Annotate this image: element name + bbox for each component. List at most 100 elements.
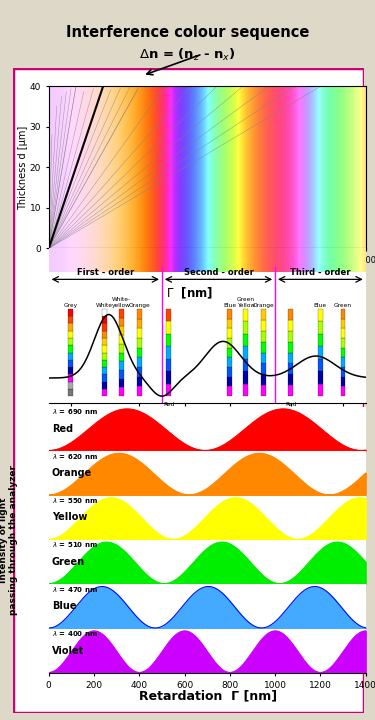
Bar — [227, 367, 232, 377]
Bar — [76, 245, 77, 272]
Bar — [230, 245, 231, 272]
Bar — [318, 384, 323, 396]
Bar — [332, 245, 333, 272]
Bar — [327, 245, 328, 272]
Bar — [158, 245, 159, 272]
Bar — [61, 245, 62, 272]
Bar — [50, 245, 51, 272]
Bar — [87, 245, 88, 272]
Bar — [253, 245, 254, 272]
Text: $\lambda$ = 620 nm: $\lambda$ = 620 nm — [52, 451, 98, 461]
Bar — [227, 328, 232, 338]
Bar — [299, 245, 300, 272]
Bar — [153, 245, 154, 272]
Bar — [340, 328, 345, 338]
Bar — [166, 372, 171, 384]
Bar — [272, 245, 273, 272]
Bar — [279, 245, 280, 272]
Bar — [336, 245, 337, 272]
Bar — [227, 377, 232, 387]
Bar — [254, 245, 255, 272]
Bar — [57, 245, 58, 272]
Bar — [354, 245, 355, 272]
Bar — [278, 245, 279, 272]
Bar — [160, 245, 161, 272]
Bar — [144, 245, 145, 272]
Bar — [166, 334, 171, 346]
Bar — [83, 245, 84, 272]
Bar — [178, 245, 179, 272]
Bar — [85, 245, 86, 272]
Bar — [306, 245, 307, 272]
Bar — [171, 245, 172, 272]
Bar — [288, 385, 293, 396]
Bar — [121, 245, 122, 272]
Text: Orange: Orange — [128, 302, 150, 307]
Bar — [313, 245, 314, 272]
Bar — [325, 245, 326, 272]
Text: $\lambda$ = 550 nm: $\lambda$ = 550 nm — [52, 496, 98, 505]
Bar — [202, 245, 203, 272]
Bar — [78, 245, 79, 272]
Bar — [74, 245, 75, 272]
Bar — [79, 245, 80, 272]
Bar — [227, 338, 232, 348]
Bar — [65, 245, 66, 272]
Bar — [261, 364, 266, 374]
Bar — [355, 245, 356, 272]
Bar — [314, 245, 315, 272]
Bar — [273, 245, 274, 272]
Bar — [244, 245, 245, 272]
Bar — [59, 245, 60, 272]
Bar — [341, 245, 342, 272]
Bar — [340, 387, 345, 396]
Bar — [295, 245, 296, 272]
Text: Blue: Blue — [52, 601, 76, 611]
Bar — [80, 245, 81, 272]
Bar — [236, 245, 237, 272]
Bar — [126, 245, 127, 272]
Bar — [68, 389, 73, 396]
Bar — [132, 245, 133, 272]
Bar — [340, 357, 345, 367]
Bar — [219, 245, 220, 272]
Bar — [183, 245, 184, 272]
Bar — [150, 245, 151, 272]
Bar — [147, 245, 148, 272]
Bar — [305, 245, 306, 272]
Bar — [242, 245, 243, 272]
Bar — [240, 245, 241, 272]
Bar — [142, 245, 143, 272]
Text: Retardation  Γ [nm]: Retardation Γ [nm] — [139, 689, 277, 702]
Bar — [285, 245, 286, 272]
Bar — [214, 245, 215, 272]
Bar — [249, 245, 250, 272]
Text: $\Gamma$  [nm]: $\Gamma$ [nm] — [165, 286, 213, 301]
Text: Blue: Blue — [223, 302, 236, 307]
Bar — [159, 245, 160, 272]
Text: Green: Green — [334, 302, 352, 307]
Bar — [111, 245, 112, 272]
Bar — [145, 245, 146, 272]
Bar — [243, 384, 248, 396]
Bar — [119, 245, 120, 272]
Bar — [261, 320, 266, 330]
Bar — [138, 245, 139, 272]
Bar — [93, 245, 94, 272]
Bar — [235, 245, 236, 272]
Bar — [342, 245, 343, 272]
Bar — [267, 245, 268, 272]
Bar — [257, 245, 258, 272]
Bar — [77, 245, 78, 272]
Text: White: White — [96, 302, 113, 307]
Bar — [234, 245, 235, 272]
Bar — [258, 245, 259, 272]
Bar — [169, 245, 170, 272]
Bar — [116, 245, 117, 272]
Bar — [302, 245, 303, 272]
Bar — [211, 245, 212, 272]
Bar — [149, 245, 150, 272]
Bar — [277, 245, 278, 272]
Bar — [119, 344, 124, 353]
Bar — [90, 245, 91, 272]
